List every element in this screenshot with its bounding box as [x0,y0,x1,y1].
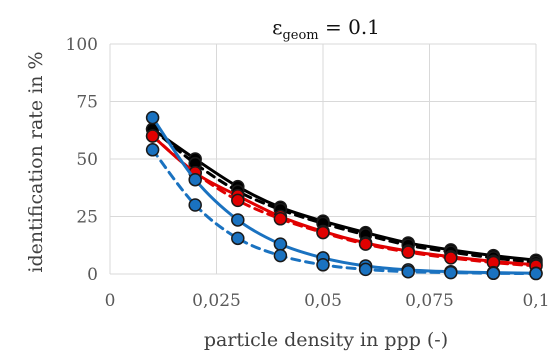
x-tick-label: 0,05 [304,291,342,311]
chart-title: εgeom = 0.1 [272,15,380,43]
data-point [231,213,245,227]
series-line [151,134,538,267]
series-line [151,134,538,268]
series-line [151,116,538,275]
x-tick-label: 0 [105,291,116,311]
data-point [444,265,458,280]
y-tick-label: 0 [87,265,98,285]
title-rest: = 0.1 [319,15,380,39]
data-point [486,266,501,281]
x-axis-title: particle density in ppp (-) [204,329,448,351]
y-tick-label: 100 [66,35,98,55]
series-line [151,127,538,264]
series-6 [145,143,543,281]
x-tick-label: 0,1 [522,291,549,311]
data-point [273,248,288,263]
data-point [145,110,160,125]
series-line [151,127,538,262]
data-point [188,172,202,187]
y-axis-title: identification rate in % [25,51,47,272]
series-2 [145,122,543,270]
y-tick-label: 25 [76,208,98,228]
data-point [145,143,160,157]
data-point [444,251,458,265]
data-point [273,212,288,226]
y-tick-label: 50 [76,150,98,170]
data-point [358,237,373,251]
data-point [316,258,330,272]
data-point [188,198,202,212]
series-line [151,148,538,276]
series-3 [145,129,543,272]
data-point [401,264,415,279]
data-point [316,225,330,240]
data-point [273,237,288,251]
grid [109,43,537,275]
series-layer [145,110,543,281]
data-point [358,262,373,277]
tick-labels: 0 25 50 75 100 0 0,025 0,05 0,075 0,1 [66,35,550,311]
series-1 [145,122,543,267]
title-subscript: geom [282,28,318,43]
x-tick-label: 0,025 [192,291,241,311]
data-point [231,231,245,246]
data-point [145,129,160,143]
x-tick-label: 0,075 [405,291,454,311]
data-point [529,266,543,281]
data-point [401,245,415,259]
data-point [231,193,245,208]
series-4 [145,129,543,273]
title-symbol: ε [272,15,282,39]
y-tick-label: 75 [76,93,98,113]
